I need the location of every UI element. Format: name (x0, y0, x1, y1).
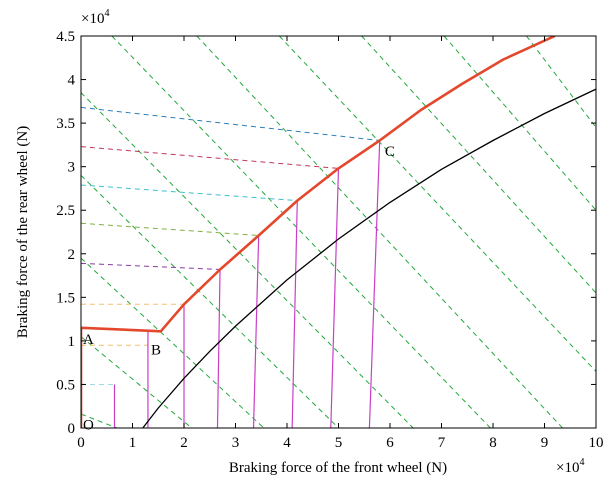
y-tick-label-4: 2 (68, 247, 76, 263)
y-tick-label-7: 3.5 (56, 116, 75, 132)
point-label-a: A (83, 332, 94, 348)
green-line-group (81, 36, 596, 428)
point-label-b: B (151, 343, 161, 359)
series-group (81, 36, 596, 428)
x-tick-label-8: 8 (489, 435, 497, 451)
x-tick-label-0: 0 (77, 435, 85, 451)
y-tick-label-0: 0 (68, 421, 76, 437)
x-tick-label-10: 10 (589, 435, 604, 451)
green-isobar-line-7 (278, 36, 596, 372)
x-tick-label-5: 5 (335, 435, 343, 451)
y-tick-label-9: 4.5 (56, 29, 75, 45)
magenta-line-5 (291, 200, 298, 428)
point-label-o: O (83, 418, 94, 434)
dashed-line-group (81, 106, 380, 385)
y-tick-label-5: 2.5 (56, 203, 75, 219)
magenta-line-7 (368, 140, 381, 428)
y-multiplier: ×104 (81, 8, 109, 27)
x-tick-label-2: 2 (180, 435, 188, 451)
green-isobar-line-10 (526, 36, 596, 128)
x-tick-label-6: 6 (386, 435, 394, 451)
magenta-line-group (113, 140, 381, 428)
y-tick-label-8: 4 (68, 73, 76, 89)
annotation-group: O A B C (83, 144, 395, 434)
series-line-1 (142, 88, 596, 428)
magenta-line-3 (216, 269, 221, 428)
x-tick-label-1: 1 (129, 435, 137, 451)
green-isobar-line-3 (81, 175, 339, 428)
x-tick-label-9: 9 (541, 435, 549, 451)
series-line-0 (81, 36, 556, 428)
green-isobar-line-9 (443, 36, 596, 211)
dashed-line-3 (81, 222, 259, 236)
x-tick-label-3: 3 (232, 435, 240, 451)
y-tick-label-3: 1.5 (56, 290, 75, 306)
x-tick-label-4: 4 (283, 435, 291, 451)
x-multiplier: ×104 (556, 457, 584, 476)
y-tick-label-2: 1 (68, 334, 76, 350)
y-axis-label: Braking force of the rear wheel (N) (15, 126, 31, 338)
y-tick-label-1: 0.5 (56, 377, 75, 393)
green-isobar-line-5 (111, 36, 491, 428)
magenta-line-4 (252, 235, 260, 428)
point-label-c: C (385, 144, 395, 160)
green-isobar-line-0 (81, 413, 118, 428)
magenta-line-6 (330, 168, 340, 428)
x-axis-label: Braking force of the front wheel (N) (229, 460, 447, 476)
dashed-line-1 (81, 146, 339, 169)
dashed-line-2 (81, 184, 298, 202)
green-isobar-line-8 (361, 36, 596, 294)
y-tick-label-6: 3 (68, 160, 76, 176)
green-isobar-line-2 (81, 257, 265, 428)
tick-group: 0 1 2 3 4 5 6 7 8 9 10 0 0.5 1 1.5 2 2.5 3 3.5 4 4.5 (56, 29, 603, 451)
x-tick-label-7: 7 (438, 435, 446, 451)
green-isobar-line-1 (81, 336, 193, 428)
green-isobar-line-4 (81, 92, 414, 428)
